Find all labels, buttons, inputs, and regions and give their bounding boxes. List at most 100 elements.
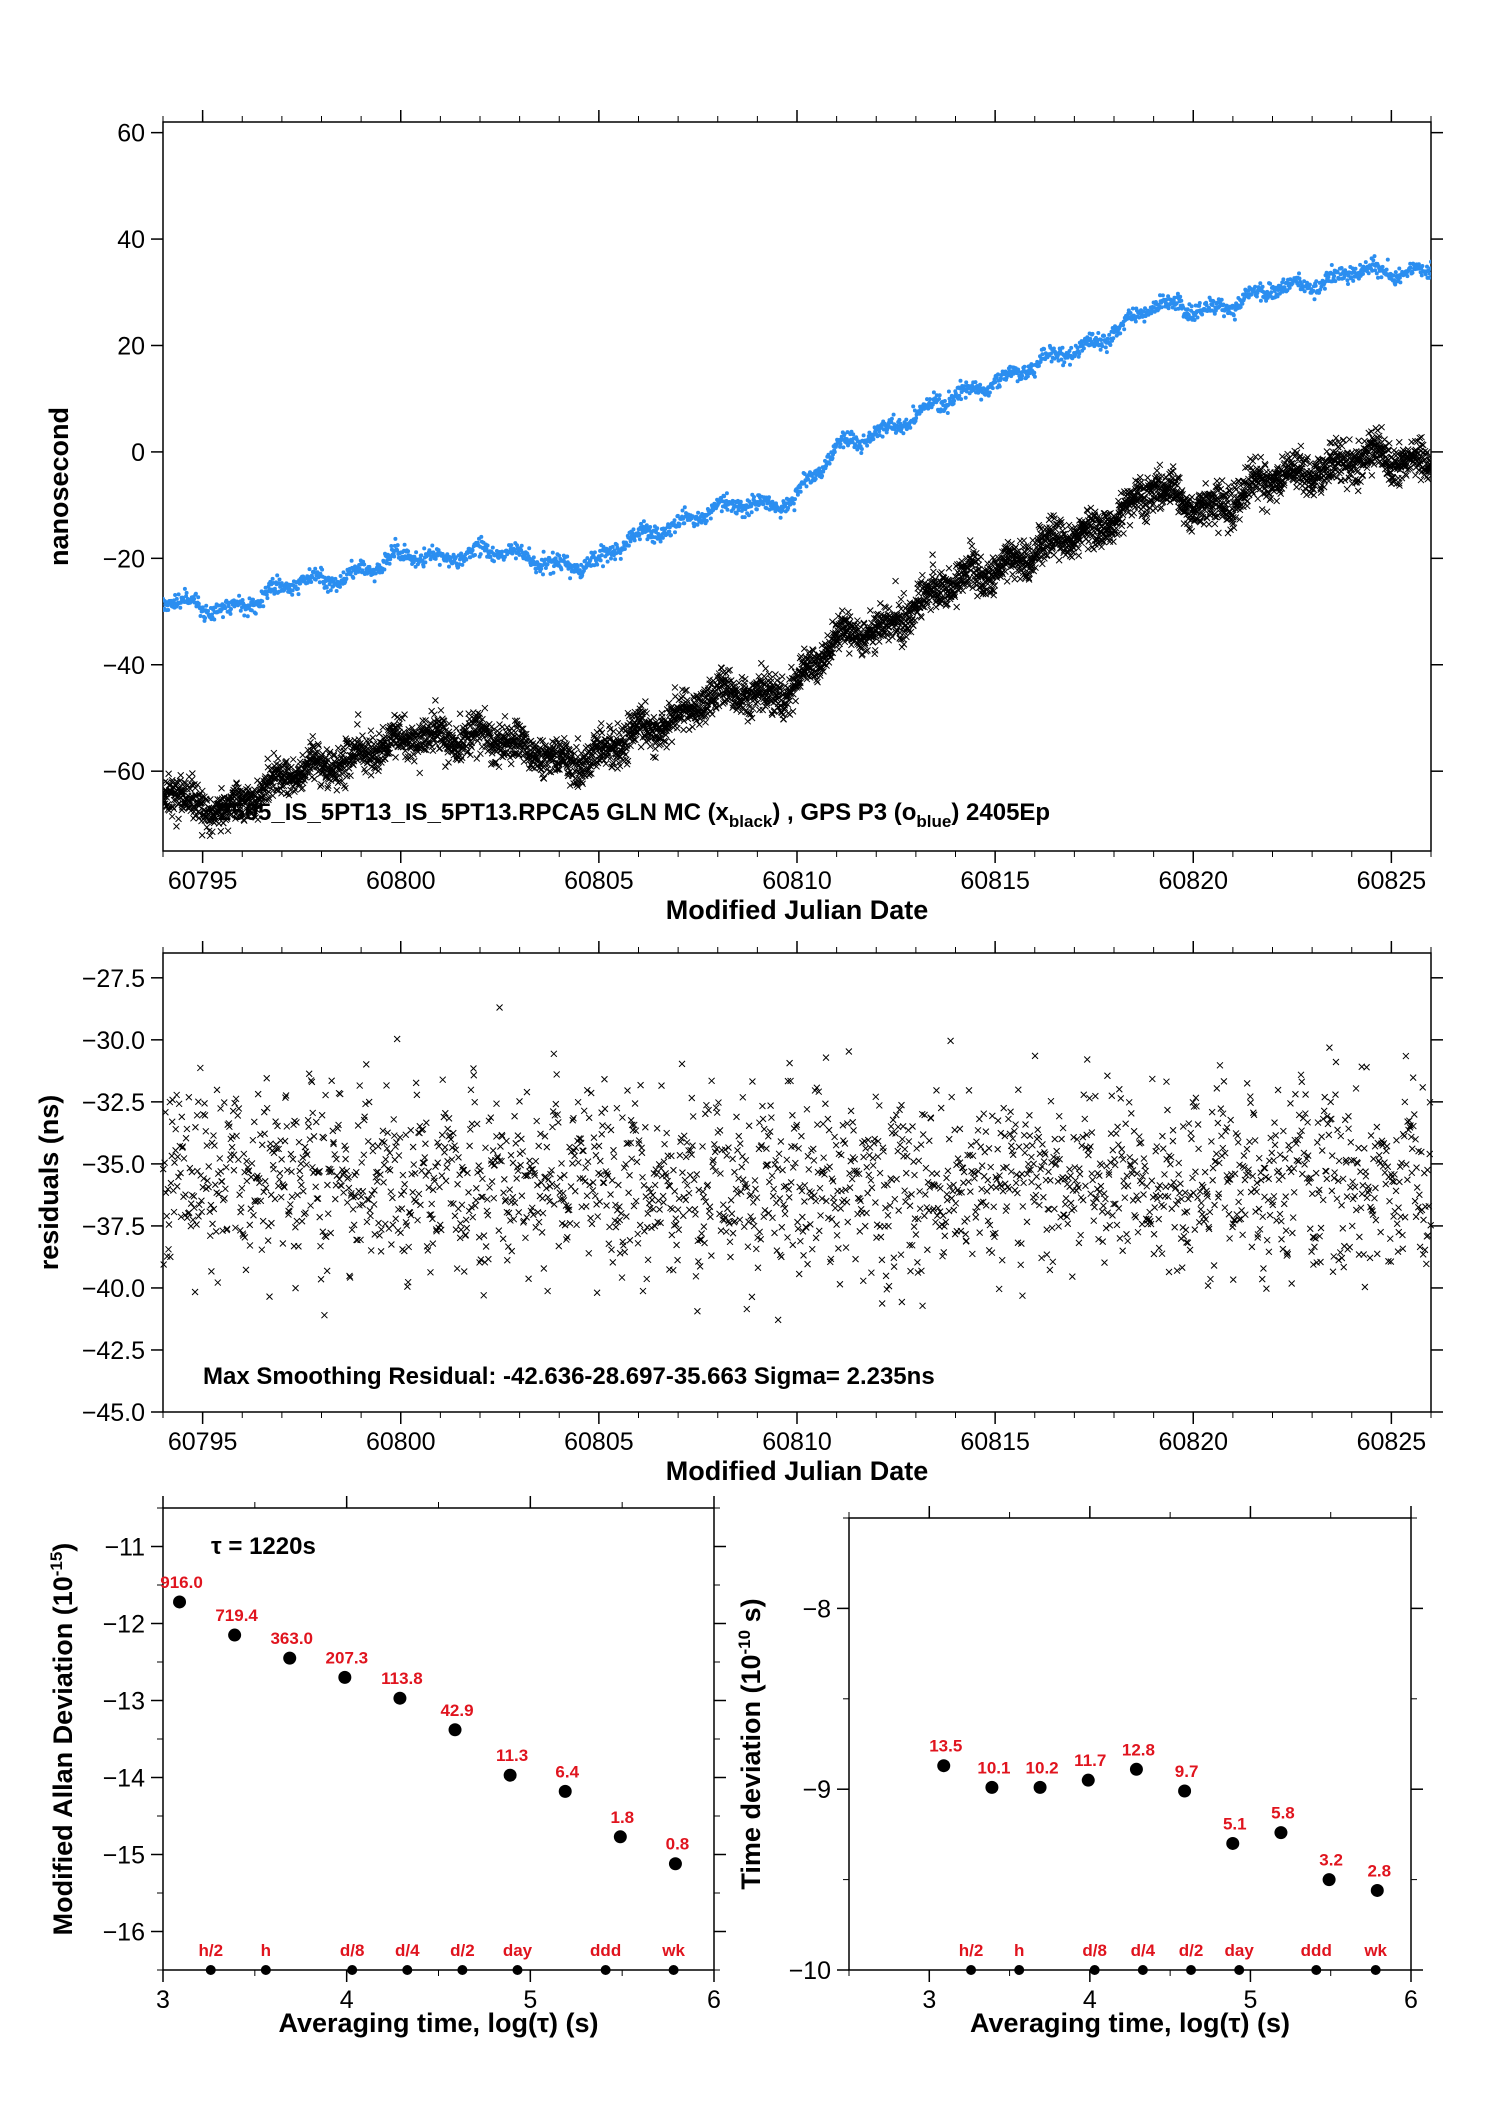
gps-point [978,382,983,387]
gps-point [937,397,942,401]
gps-point [212,617,217,622]
gps-point [746,513,751,518]
gps-point [889,416,894,421]
gln-point [574,735,582,742]
gps-point [673,530,677,535]
gps-point [519,543,524,548]
gps-point [841,445,846,450]
gps-point [534,570,539,575]
gps-point [964,380,969,385]
gps-point [669,533,673,538]
gps-point [798,485,803,490]
gln-point [354,721,361,728]
gps-point [334,589,339,593]
gps-point [545,562,550,567]
gln-point [477,750,484,758]
gps-point [203,616,208,620]
gln-point [437,706,445,714]
gps-point [1102,333,1107,338]
gln-point [735,679,743,687]
gps-point [1258,298,1263,303]
gps-point [351,575,356,580]
gln-point [780,715,787,723]
gps-point [453,555,458,560]
gln-point [871,646,879,654]
gln-point [309,732,317,740]
gln-point [825,658,833,666]
gps-point [1232,317,1237,322]
gln-point [560,734,568,742]
gps-point [612,548,617,553]
gps-point [333,576,338,581]
gps-point [485,543,490,548]
gln-point [869,638,877,646]
gln-point [649,753,657,761]
x-tick-label: 60815 [960,867,1030,895]
gln-point [860,619,868,627]
gps-point [1351,278,1356,283]
gps-point [173,593,178,597]
gps-point [946,389,951,394]
gps-point [389,544,394,548]
gln-point [291,786,299,793]
gps-point [1105,336,1110,341]
gps-point [174,596,179,601]
gps-point [667,525,672,530]
gln-point [299,751,307,759]
gps-point [1376,275,1380,280]
gps-point [682,505,687,510]
gps-point [517,552,522,557]
gps-point [1195,315,1200,320]
gln-point [473,755,481,762]
gps-point [947,396,952,401]
gln-point [652,754,659,761]
gps-point [934,393,939,398]
gps-point [798,489,803,494]
gln-point [432,697,439,704]
gps-point [1121,323,1126,328]
gps-point [312,570,317,575]
gps-point [395,548,400,553]
gln-point [173,823,180,830]
gln-point [416,769,424,777]
gln-point [792,697,800,705]
gps-point [228,611,233,616]
gln-point [481,704,489,712]
gps-point [682,521,687,526]
gln-point [428,707,435,715]
gps-point [690,514,695,519]
gln-point [318,781,325,788]
gln-point [354,711,362,718]
gps-point [328,588,333,593]
gps-point [1019,376,1024,381]
gps-point [601,544,606,549]
x-tick-label: 60800 [366,867,436,895]
gps-point [1179,298,1184,303]
gps-point [959,397,964,402]
gln-point [765,670,773,678]
gps-point [513,556,518,561]
gln-point [760,672,768,680]
gps-point [931,390,936,395]
gps-point [251,597,255,602]
gln-point [198,831,206,839]
gln-point [695,721,703,728]
gps-point [1363,260,1368,265]
gps-point [196,595,201,600]
gln-point [788,663,795,671]
gps-point [622,547,627,551]
gps-point [200,605,205,610]
gps-point [221,615,225,620]
gln-point [838,607,846,614]
gps-point [178,605,183,610]
gln-point [359,732,366,739]
gps-point [406,549,411,554]
gps-point [196,601,201,606]
gps-point [1380,264,1385,269]
gps-point [956,396,961,401]
gps-point [1307,282,1312,287]
gps-point [1059,357,1064,362]
gps-point [652,540,657,545]
gps-point [859,447,864,451]
gln-point [610,728,617,735]
